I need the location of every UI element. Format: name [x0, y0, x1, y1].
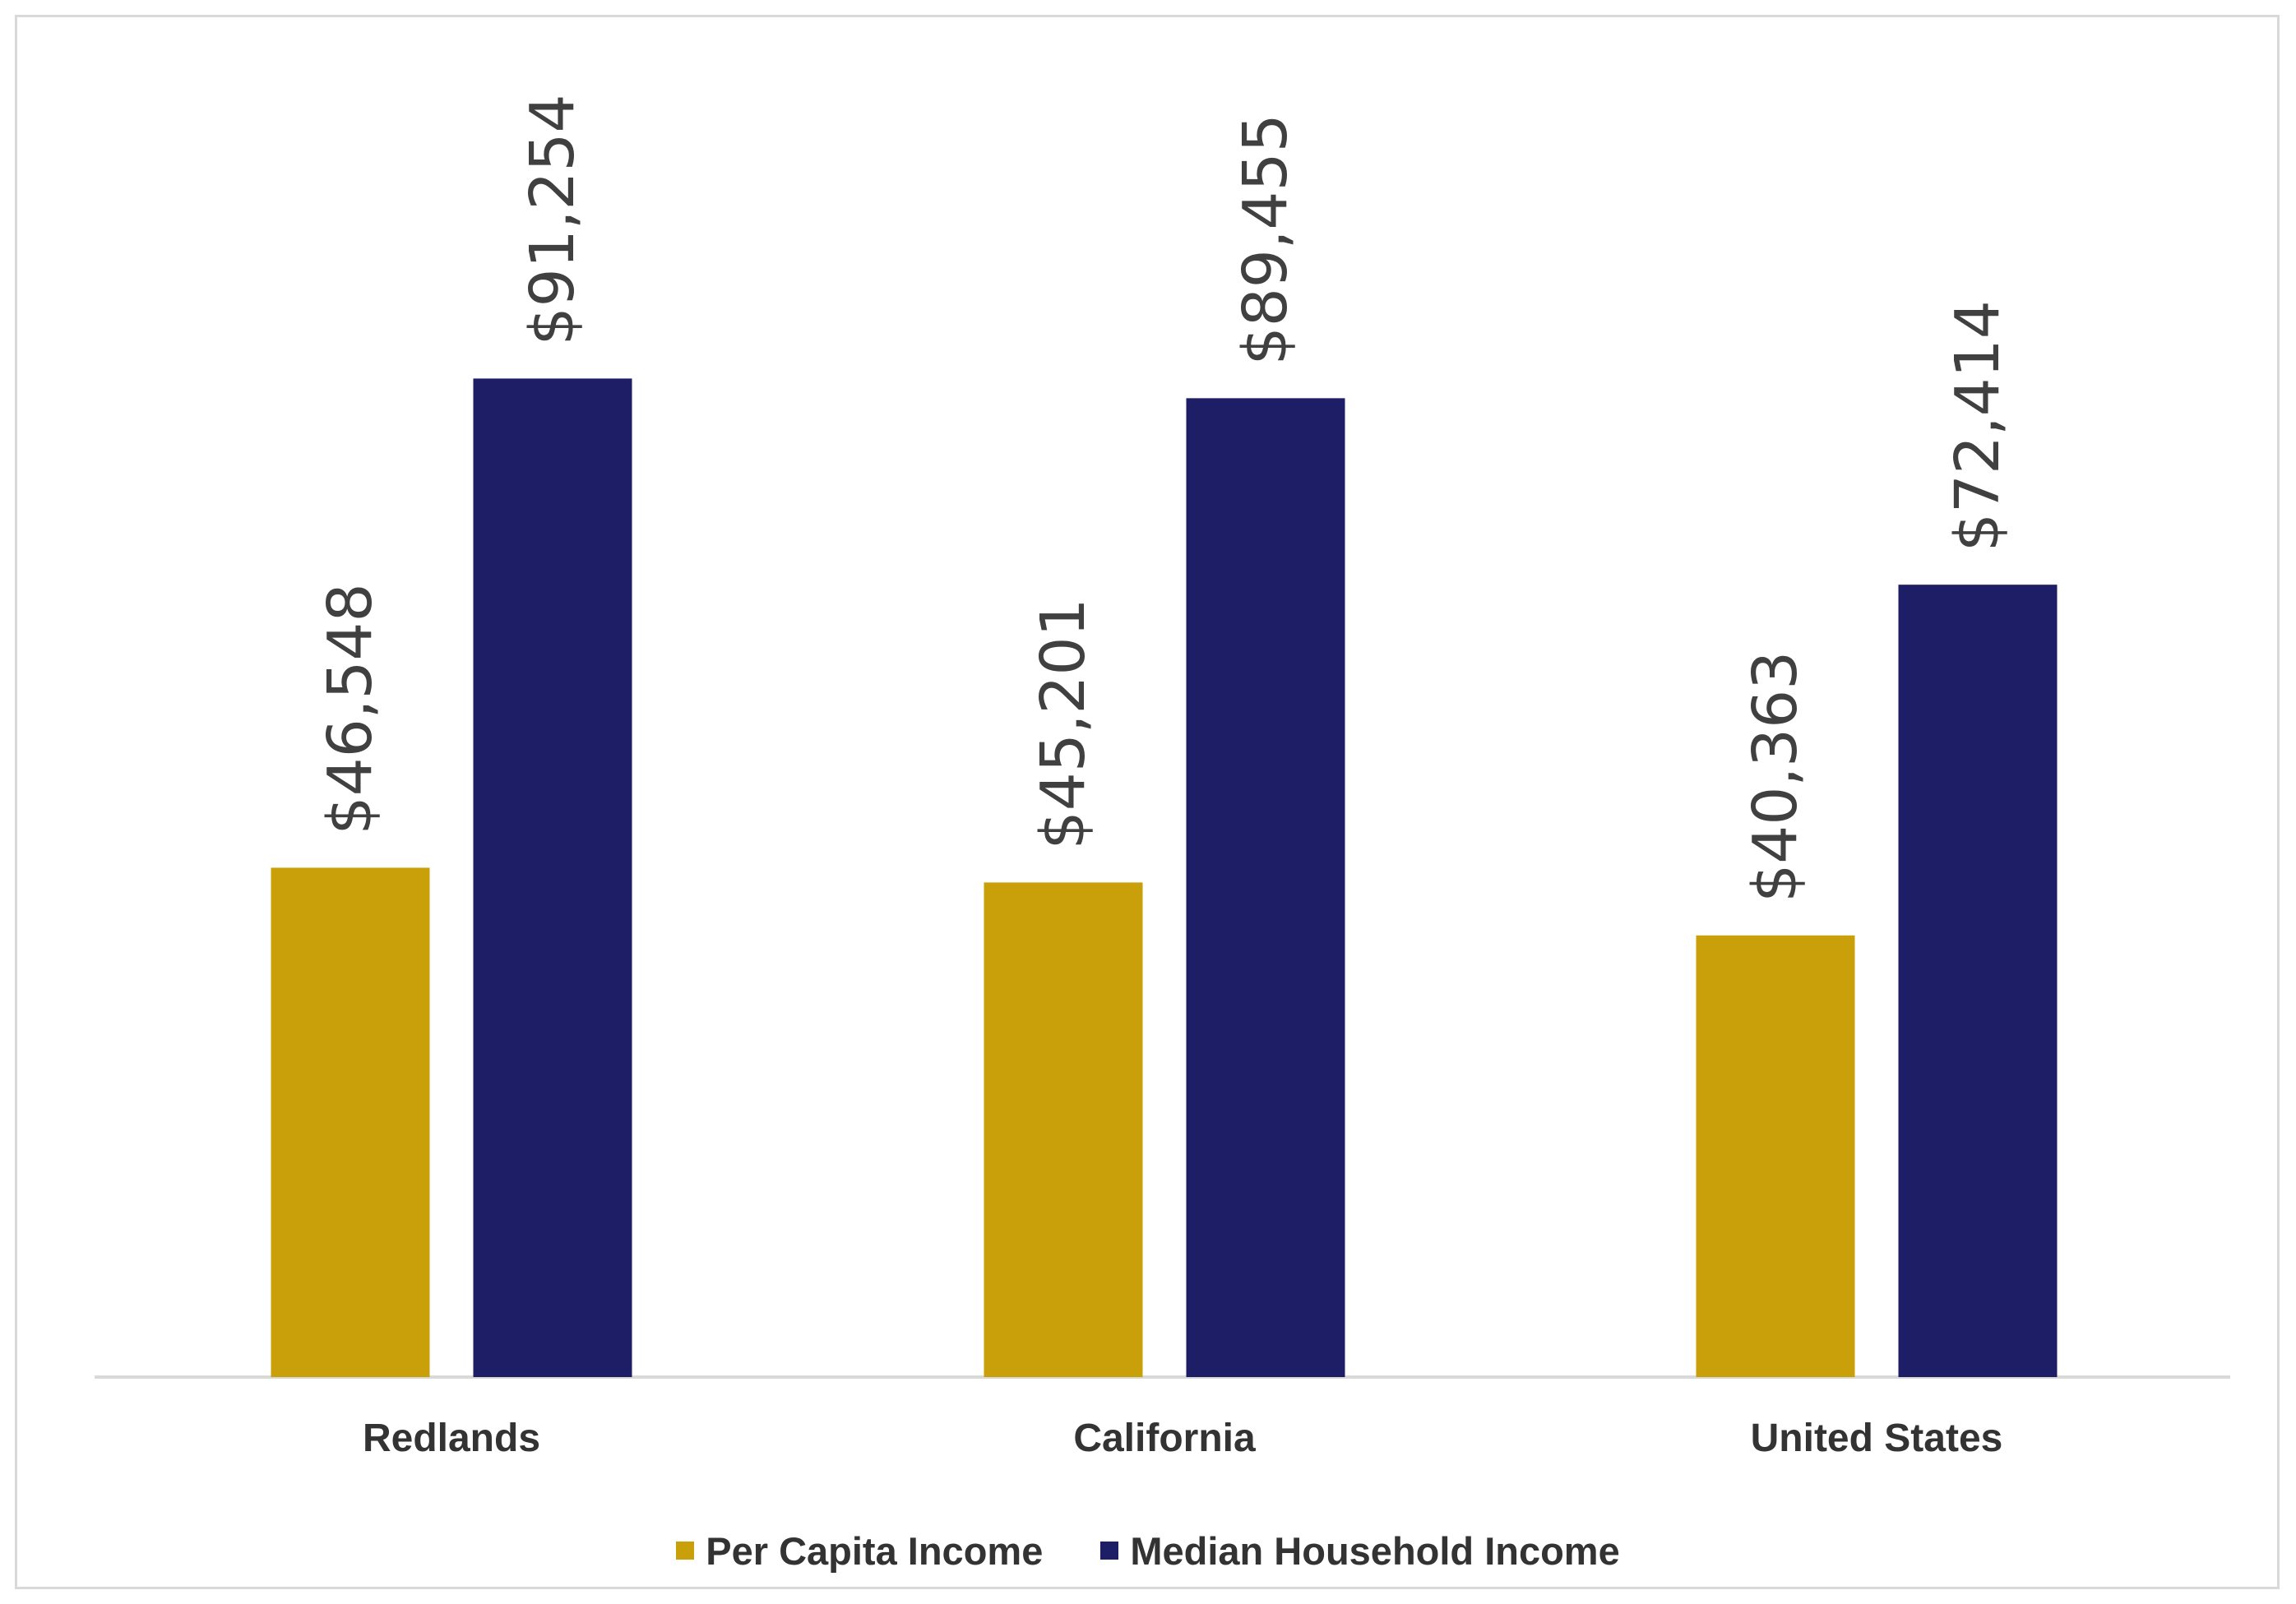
- bar-redlands-median-household-income: [473, 378, 632, 1377]
- bar-redlands-per-capita-income: [271, 867, 430, 1377]
- bar-california-median-household-income: [1186, 398, 1345, 1377]
- legend: Per Capita Income Median Household Incom…: [0, 1528, 2296, 1574]
- bar-united-states-median-household-income: [1898, 585, 2058, 1377]
- legend-swatch-per-capita-income: [676, 1542, 695, 1560]
- category-label-united-states: United States: [1751, 1417, 2003, 1460]
- value-labels-group: $46,548 $91,254 $45,201 $89,455 $40,363 $72,4…: [315, 94, 2013, 902]
- legend-item-median-household-income: Median Household Income: [1100, 1528, 1620, 1574]
- category-label-california: California: [1073, 1417, 1256, 1460]
- legend-swatch-median-household-income: [1100, 1542, 1119, 1560]
- data-label-united-states-per-capita-income: $40,363: [1740, 651, 1811, 903]
- bar-california-per-capita-income: [984, 882, 1143, 1377]
- data-label-california-median-household-income: $89,455: [1230, 113, 1301, 365]
- legend-item-per-capita-income: Per Capita Income: [676, 1528, 1043, 1574]
- data-label-california-per-capita-income: $45,201: [1028, 598, 1099, 849]
- data-label-redlands-per-capita-income: $46,548: [315, 583, 386, 834]
- bar-united-states-per-capita-income: [1696, 935, 1855, 1377]
- legend-label-median-household-income: Median Household Income: [1130, 1528, 1620, 1573]
- bars-group: [271, 378, 2058, 1377]
- data-label-united-states-median-household-income: $72,414: [1942, 300, 2013, 552]
- legend-label-per-capita-income: Per Capita Income: [706, 1528, 1044, 1573]
- data-label-redlands-median-household-income: $91,254: [517, 94, 588, 345]
- category-label-redlands: Redlands: [363, 1417, 540, 1460]
- category-labels-group: Redlands California United States: [363, 1417, 2002, 1460]
